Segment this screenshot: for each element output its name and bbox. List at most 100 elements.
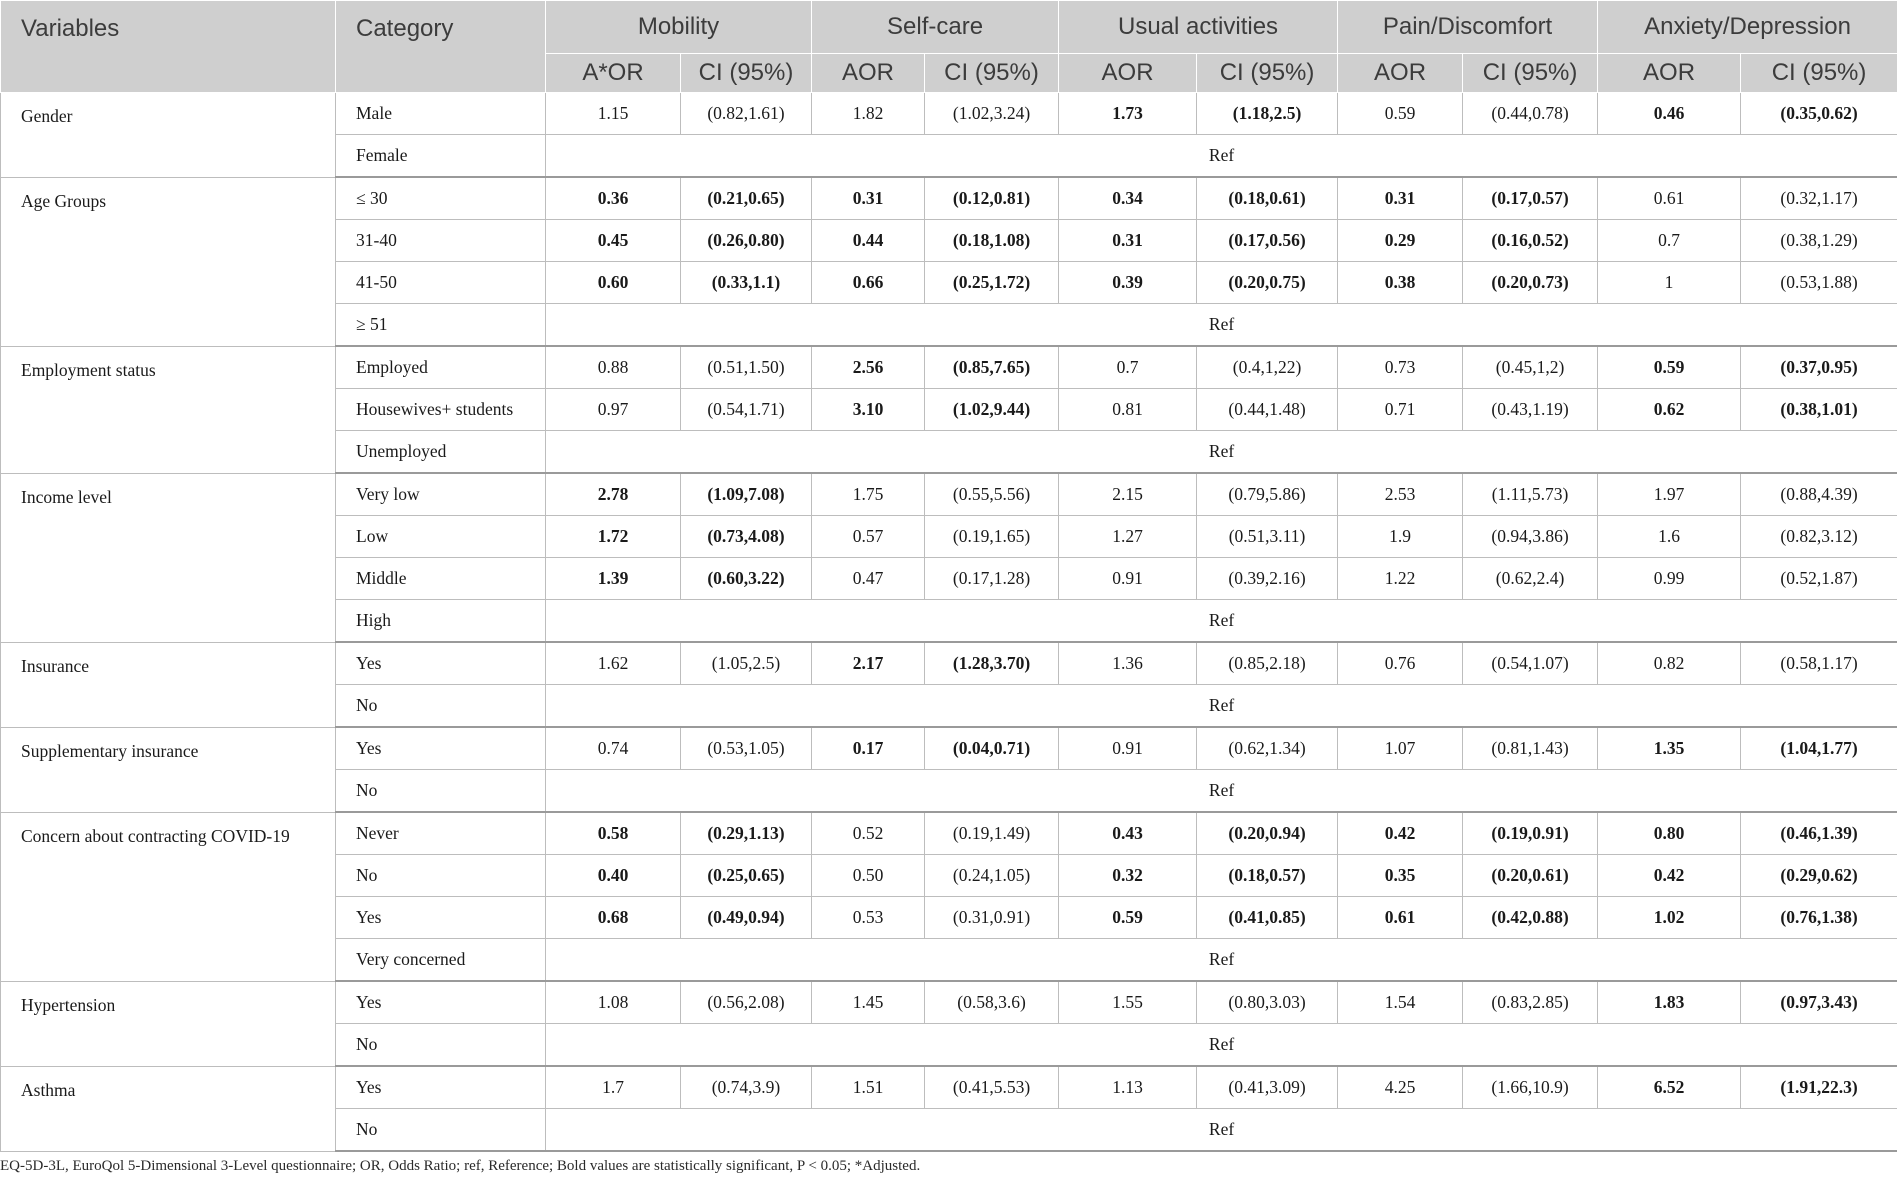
ci-cell: (0.85,2.18) — [1196, 641, 1339, 685]
table-row: No 0.40 (0.25,0.65) 0.50 (0.24,1.05) 0.32 (0.1… — [1, 854, 1897, 897]
category-cell: No — [335, 854, 546, 897]
reference-cell: Ref — [544, 1023, 1897, 1067]
ci-cell: (0.73,4.08) — [679, 515, 813, 558]
category-cell: Never — [335, 811, 546, 855]
aor-cell: 1.02 — [1597, 896, 1742, 939]
aor-cell: 0.7 — [1058, 345, 1198, 389]
ci-cell: (0.52,1.87) — [1740, 557, 1897, 600]
ci-cell: (0.16,0.52) — [1462, 219, 1599, 262]
aor-cell: 1.54 — [1337, 980, 1464, 1024]
aor-cell: 2.78 — [545, 472, 681, 516]
aor-cell: 0.68 — [545, 896, 681, 939]
aor-cell: 0.58 — [545, 811, 681, 855]
aor-cell: 0.61 — [1597, 176, 1742, 220]
aor-cell: 1 — [1597, 261, 1742, 304]
subheader-or: AOR — [1058, 53, 1198, 93]
aor-cell: 0.76 — [1337, 641, 1464, 685]
aor-cell: 0.99 — [1597, 557, 1742, 600]
ci-cell: (0.56,2.08) — [679, 980, 813, 1024]
ci-cell: (0.49,0.94) — [679, 896, 813, 939]
ci-cell: (0.17,0.57) — [1462, 176, 1599, 220]
ci-cell: (0.53,1.05) — [679, 726, 813, 770]
aor-cell: 2.53 — [1337, 472, 1464, 516]
subheader-or: AOR — [811, 53, 926, 93]
header-pain-discomfort: Pain/Discomfort — [1337, 0, 1599, 54]
table-row: No Ref — [1, 769, 1897, 813]
aor-cell: 0.74 — [545, 726, 681, 770]
ci-cell: (0.20,0.94) — [1196, 811, 1339, 855]
ci-cell: (0.35,0.62) — [1740, 92, 1897, 135]
table-footnote: EQ-5D-3L, EuroQol 5-Dimensional 3-Level … — [0, 1158, 921, 1174]
subheader-or: AOR — [1597, 53, 1742, 93]
ci-cell: (1.05,2.5) — [679, 641, 813, 685]
ci-cell: (0.18,0.61) — [1196, 176, 1339, 220]
header-category: Category — [335, 0, 546, 93]
ci-cell: (0.45,1,2) — [1462, 345, 1599, 389]
table-row: Hypertension Yes 1.08 (0.56,2.08) 1.45 (0.58,… — [0, 980, 1897, 1067]
aor-cell: 1.72 — [545, 515, 681, 558]
subheader-or: A*OR — [545, 53, 681, 93]
category-cell: Middle — [335, 557, 546, 600]
aor-cell: 0.50 — [811, 854, 926, 897]
category-cell: No — [335, 1023, 546, 1067]
ci-cell: (0.41,5.53) — [924, 1065, 1060, 1109]
aor-cell: 0.80 — [1597, 811, 1742, 855]
category-cell: ≤ 30 — [335, 176, 546, 220]
aor-cell: 1.82 — [811, 92, 926, 135]
aor-cell: 0.17 — [811, 726, 926, 770]
header-row-groups: Variables Category Mobility Self-care Us… — [0, 0, 1897, 93]
aor-cell: 0.29 — [1337, 219, 1464, 262]
aor-cell: 0.40 — [545, 854, 681, 897]
table-row: Low 1.72 (0.73,4.08) 0.57 (0.19,1.65) 1.27 (0.… — [1, 515, 1897, 558]
aor-cell: 1.27 — [1058, 515, 1198, 558]
aor-cell: 0.42 — [1337, 811, 1464, 855]
ci-cell: (0.32,1.17) — [1740, 176, 1897, 220]
aor-cell: 1.13 — [1058, 1065, 1198, 1109]
aor-cell: 0.31 — [1337, 176, 1464, 220]
table-row: High Ref — [1, 599, 1897, 643]
aor-cell: 1.15 — [545, 92, 681, 135]
ci-cell: (0.81,1.43) — [1462, 726, 1599, 770]
category-cell: No — [335, 684, 546, 728]
results-table: Variables Category Mobility Self-care Us… — [0, 0, 1897, 1152]
reference-cell: Ref — [544, 599, 1897, 643]
aor-cell: 0.46 — [1597, 92, 1742, 135]
variable-cell: Income level — [0, 472, 336, 643]
ci-cell: (0.94,3.86) — [1462, 515, 1599, 558]
aor-cell: 0.32 — [1058, 854, 1198, 897]
ci-cell: (0.19,0.91) — [1462, 811, 1599, 855]
aor-cell: 4.25 — [1337, 1065, 1464, 1109]
header-row-sub: A*OR CI (95%) AOR CI (95%) AOR CI (95%) … — [1, 53, 1897, 93]
category-cell: Very concerned — [335, 938, 546, 982]
ci-cell: (0.18,1.08) — [924, 219, 1060, 262]
header-variables: Variables — [0, 0, 336, 93]
aor-cell: 0.66 — [811, 261, 926, 304]
category-cell: Yes — [335, 1065, 546, 1109]
header-mobility: Mobility — [544, 0, 813, 54]
reference-cell: Ref — [544, 684, 1897, 728]
ci-cell: (0.58,3.6) — [924, 980, 1060, 1024]
aor-cell: 0.38 — [1337, 261, 1464, 304]
aor-cell: 1.75 — [811, 472, 926, 516]
header-anxiety-depression: Anxiety/Depression — [1597, 0, 1897, 54]
ci-cell: (0.62,1.34) — [1196, 726, 1339, 770]
category-cell: Very low — [335, 472, 546, 516]
aor-cell: 0.73 — [1337, 345, 1464, 389]
aor-cell: 0.7 — [1597, 219, 1742, 262]
aor-cell: 0.59 — [1058, 896, 1198, 939]
ci-cell: (1.04,1.77) — [1740, 726, 1897, 770]
aor-cell: 0.71 — [1337, 388, 1464, 431]
variable-cell: Employment status — [0, 345, 336, 474]
category-cell: Yes — [335, 980, 546, 1024]
ci-cell: (0.12,0.81) — [924, 176, 1060, 220]
category-cell: Yes — [335, 896, 546, 939]
ci-cell: (0.97,3.43) — [1740, 980, 1897, 1024]
aor-cell: 0.59 — [1597, 345, 1742, 389]
ci-cell: (1.11,5.73) — [1462, 472, 1599, 516]
aor-cell: 1.36 — [1058, 641, 1198, 685]
aor-cell: 0.35 — [1337, 854, 1464, 897]
category-cell: Male — [335, 92, 546, 135]
aor-cell: 1.97 — [1597, 472, 1742, 516]
reference-cell: Ref — [544, 303, 1897, 347]
table-row: Age Groups ≤ 30 0.36 (0.21,0.65) 0.31 (0.12,0… — [0, 176, 1897, 347]
